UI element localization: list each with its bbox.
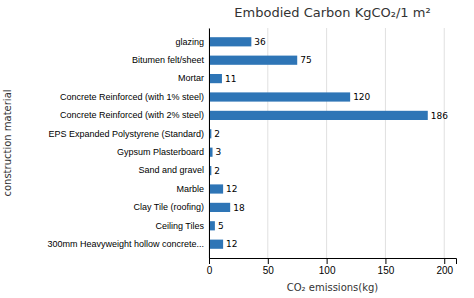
chart-root: 3675111201862321218512050100150200glazin… <box>0 0 474 298</box>
data-label: 2 <box>214 166 220 176</box>
y-tick-label: Concrete Reinforced (with 1% steel) <box>60 92 204 102</box>
y-tick: Sand and gravel <box>138 165 204 175</box>
data-label: 5 <box>218 221 224 231</box>
y-tick: Gypsum Plasterboard <box>117 147 204 157</box>
title: Embodied Carbon KgCO₂/1 m² <box>234 5 430 20</box>
data-label: 12 <box>226 184 237 194</box>
y-tick-label: Concrete Reinforced (with 2% steel) <box>60 110 204 120</box>
grid-line <box>326 28 327 258</box>
x-tick: 150 <box>378 258 395 276</box>
bars <box>209 37 428 249</box>
y-tick: EPS Expanded Polystyrene (Standard) <box>48 129 204 139</box>
y-tick-label: 300mm Heavyweight hollow concrete... <box>47 239 204 249</box>
bar <box>209 184 223 193</box>
y-tick: glazing <box>175 37 204 47</box>
data-label: 2 <box>214 129 220 139</box>
y-tick-label: Clay Tile (roofing) <box>133 202 204 212</box>
bar <box>209 56 297 65</box>
x-tick-mark <box>209 258 210 264</box>
bar <box>209 111 428 120</box>
data-label: 186 <box>431 111 448 121</box>
grid-line <box>444 28 445 258</box>
grid-line <box>385 28 386 258</box>
bar <box>209 240 223 249</box>
x-tick-mark <box>444 258 445 264</box>
plot: 3675111201862321218512050100150200glazin… <box>47 28 456 276</box>
x-tick-label: 200 <box>436 265 453 276</box>
y-axis: glazing Bitumen felt/sheet Mortar Concrete … <box>47 29 209 259</box>
x-tick-label: 150 <box>378 265 395 276</box>
bar <box>209 74 222 83</box>
y-tick-label: Mortar <box>178 73 204 83</box>
x-tick: 200 <box>436 258 453 276</box>
y-tick-label: Marble <box>176 184 204 194</box>
x-axis: 0 50 100 150 200 <box>207 258 457 276</box>
y-tick-label: EPS Expanded Polystyrene (Standard) <box>48 129 204 139</box>
data-labels: 3675111201862321218512 <box>214 37 448 249</box>
data-label: 75 <box>300 55 311 65</box>
y-tick-label: Bitumen felt/sheet <box>132 55 205 65</box>
bar <box>209 203 230 212</box>
data-label: 36 <box>254 37 266 47</box>
y-axis-title: construction material <box>2 89 13 196</box>
x-tick: 0 <box>207 258 213 276</box>
y-tick-label: Sand and gravel <box>138 165 204 175</box>
y-tick: Mortar <box>178 73 204 83</box>
y-tick: Ceiling Tiles <box>155 221 204 231</box>
y-tick-label: Ceiling Tiles <box>155 221 204 231</box>
data-label: 3 <box>216 147 222 157</box>
data-label: 18 <box>233 203 245 213</box>
x-tick: 50 <box>263 258 275 276</box>
y-tick: 300mm Heavyweight hollow concrete... <box>47 239 204 249</box>
x-tick: 100 <box>319 258 336 276</box>
data-label: 12 <box>226 239 237 249</box>
y-axis-line <box>209 29 210 259</box>
data-label: 120 <box>353 92 370 102</box>
y-tick: Concrete Reinforced (with 2% steel) <box>60 110 204 120</box>
grid <box>209 28 444 258</box>
y-tick: Marble <box>176 184 204 194</box>
data-label: 11 <box>225 74 236 84</box>
y-tick-label: glazing <box>175 37 204 47</box>
x-axis-line <box>210 259 457 265</box>
x-tick-label: 100 <box>319 265 336 276</box>
x-tick-mark <box>385 258 386 264</box>
y-tick: Clay Tile (roofing) <box>133 202 204 212</box>
grid-line <box>209 28 210 258</box>
bar <box>209 92 350 101</box>
x-tick-mark <box>327 258 328 264</box>
y-tick: Concrete Reinforced (with 1% steel) <box>60 92 204 102</box>
y-tick-label: Gypsum Plasterboard <box>117 147 204 157</box>
bar <box>209 37 251 46</box>
x-tick-mark <box>268 258 269 264</box>
x-tick-label: 0 <box>207 265 213 276</box>
x-tick-label: 50 <box>263 265 275 276</box>
y-tick: Bitumen felt/sheet <box>132 55 205 65</box>
x-axis-title: CO₂ emissions(kg) <box>287 282 379 293</box>
